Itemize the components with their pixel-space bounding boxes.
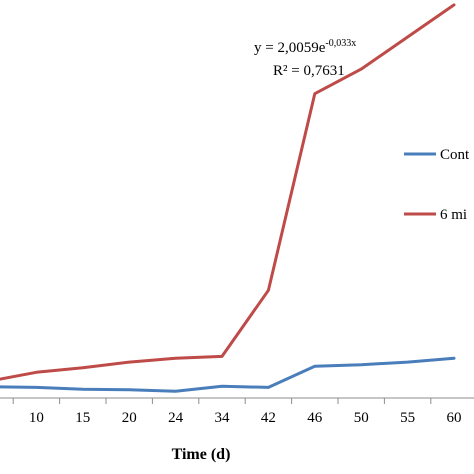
x-axis-title: Time (d) bbox=[172, 446, 231, 463]
series-line bbox=[0, 356, 456, 393]
x-tick-label: 24 bbox=[168, 410, 184, 426]
r-squared-text: R² = 0,7631 bbox=[273, 63, 345, 79]
equation-exponent: -0,033x bbox=[325, 38, 356, 49]
x-tick-label: 42 bbox=[261, 410, 276, 426]
x-axis bbox=[0, 397, 474, 404]
series-line bbox=[0, 3, 456, 381]
x-tick-label: 60 bbox=[447, 410, 462, 426]
equation-text: y = 2,0059e-0,033x bbox=[254, 38, 356, 56]
equation-prefix: y = 2,0059e bbox=[254, 40, 326, 56]
x-tick-label: 20 bbox=[122, 410, 137, 426]
legend-label: 6 mi bbox=[440, 207, 467, 223]
legend-label: Cont bbox=[440, 147, 470, 163]
x-tick-label: 46 bbox=[307, 410, 323, 426]
x-tick-label: 10 bbox=[29, 410, 44, 426]
series-layer bbox=[0, 3, 456, 393]
x-tick-label: 50 bbox=[354, 410, 369, 426]
legend: Cont 6 mi bbox=[404, 147, 470, 223]
x-tick-labels: 10 15 20 24 34 42 46 50 55 60 bbox=[29, 410, 462, 426]
x-tick-label: 34 bbox=[215, 410, 231, 426]
trendline-equation: y = 2,0059e-0,033x R² = 0,7631 bbox=[254, 38, 356, 79]
x-tick-label: 15 bbox=[75, 410, 90, 426]
x-tick-label: 55 bbox=[400, 410, 415, 426]
